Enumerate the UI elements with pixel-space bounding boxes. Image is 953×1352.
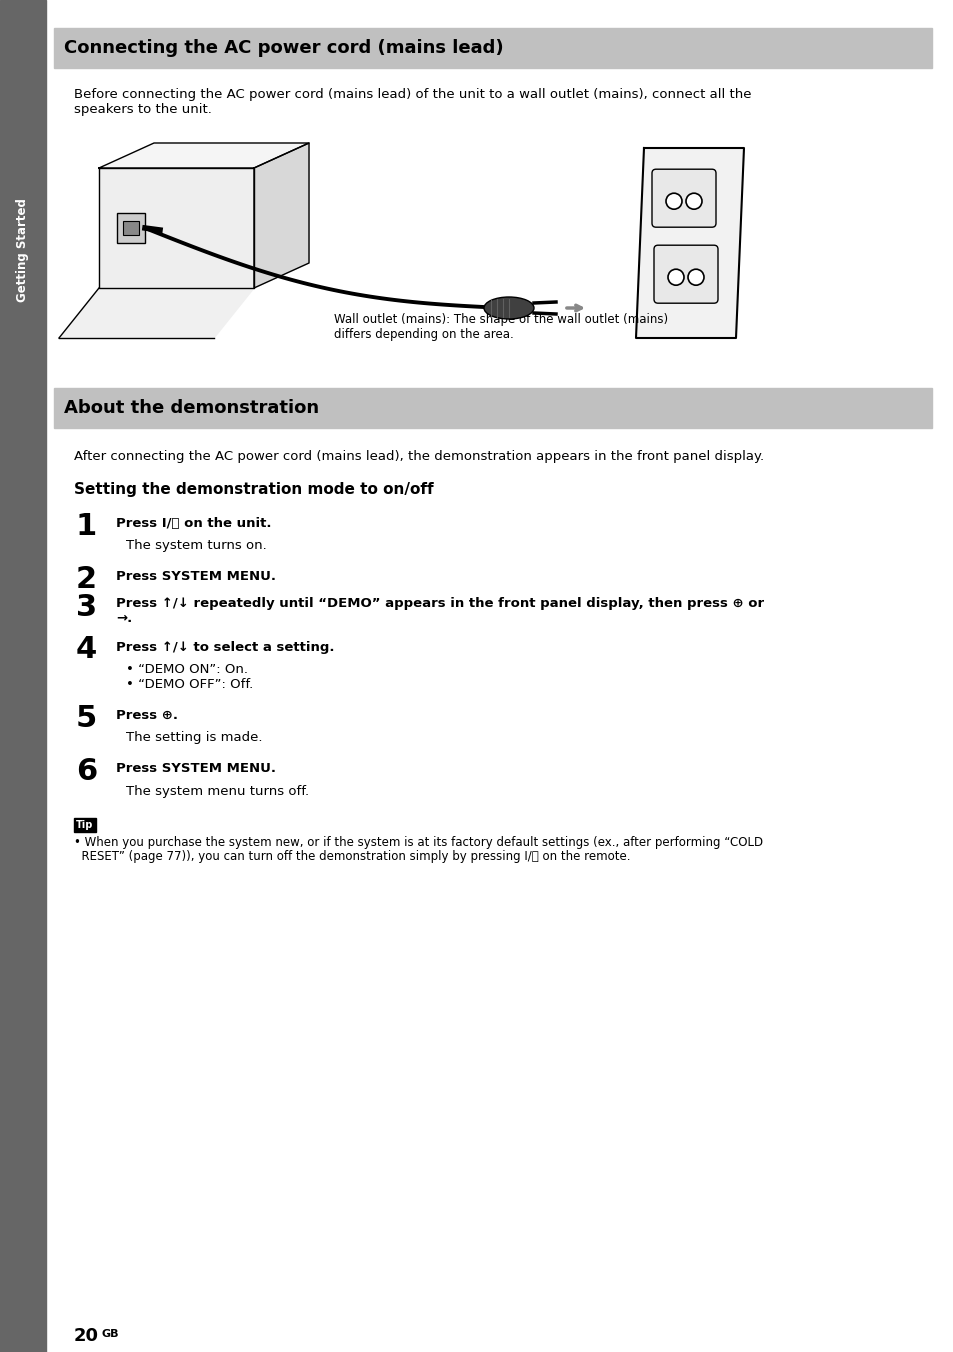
Text: Before connecting the AC power cord (mains lead) of the unit to a wall outlet (m: Before connecting the AC power cord (mai… — [74, 88, 751, 116]
Text: Press ↑/↓ repeatedly until “DEMO” appears in the front panel display, then press: Press ↑/↓ repeatedly until “DEMO” appear… — [116, 598, 763, 626]
Circle shape — [685, 193, 701, 210]
Polygon shape — [99, 143, 309, 168]
Text: Connecting the AC power cord (mains lead): Connecting the AC power cord (mains lead… — [64, 39, 503, 57]
Text: The system menu turns off.: The system menu turns off. — [126, 784, 309, 798]
Text: After connecting the AC power cord (mains lead), the demonstration appears in th: After connecting the AC power cord (main… — [74, 450, 763, 462]
Text: About the demonstration: About the demonstration — [64, 399, 319, 416]
Text: Press ⊕.: Press ⊕. — [116, 708, 178, 722]
Text: Tip: Tip — [76, 821, 93, 830]
Text: • When you purchase the system new, or if the system is at its factory default s: • When you purchase the system new, or i… — [74, 836, 762, 849]
Text: 2: 2 — [76, 565, 97, 594]
Bar — [123, 220, 139, 235]
Text: Setting the demonstration mode to on/off: Setting the demonstration mode to on/off — [74, 483, 434, 498]
Circle shape — [687, 269, 703, 285]
Text: Press SYSTEM MENU.: Press SYSTEM MENU. — [116, 763, 275, 775]
FancyBboxPatch shape — [654, 245, 718, 303]
Text: The system turns on.: The system turns on. — [126, 539, 267, 553]
Bar — [54, 28, 931, 68]
Text: 3: 3 — [76, 592, 97, 622]
Text: 6: 6 — [76, 757, 97, 786]
Text: 5: 5 — [76, 704, 97, 733]
Bar — [117, 214, 145, 243]
Bar — [0, 0, 46, 1352]
Text: Getting Started: Getting Started — [16, 197, 30, 301]
Polygon shape — [59, 288, 253, 338]
Polygon shape — [99, 168, 253, 288]
Polygon shape — [253, 143, 309, 288]
Circle shape — [667, 269, 683, 285]
Text: Press I/⏻ on the unit.: Press I/⏻ on the unit. — [116, 516, 272, 530]
Bar — [54, 388, 931, 429]
Text: Wall outlet (mains): The shape of the wall outlet (mains)
differs depending on t: Wall outlet (mains): The shape of the wa… — [334, 314, 667, 341]
Text: 1: 1 — [76, 512, 97, 541]
Bar — [74, 818, 96, 831]
Text: 4: 4 — [76, 635, 97, 664]
FancyBboxPatch shape — [651, 169, 716, 227]
Text: Press SYSTEM MENU.: Press SYSTEM MENU. — [116, 571, 275, 583]
Ellipse shape — [483, 297, 534, 319]
Text: RESET” (page 77)), you can turn off the demonstration simply by pressing I/⏻ on : RESET” (page 77)), you can turn off the … — [74, 850, 630, 863]
Text: Press ↑/↓ to select a setting.: Press ↑/↓ to select a setting. — [116, 641, 335, 653]
Circle shape — [665, 193, 681, 210]
Text: GB: GB — [102, 1329, 119, 1338]
Polygon shape — [636, 147, 743, 338]
Text: • “DEMO ON”: On.
• “DEMO OFF”: Off.: • “DEMO ON”: On. • “DEMO OFF”: Off. — [126, 662, 253, 691]
Text: 20: 20 — [74, 1328, 99, 1345]
Text: The setting is made.: The setting is made. — [126, 731, 262, 745]
